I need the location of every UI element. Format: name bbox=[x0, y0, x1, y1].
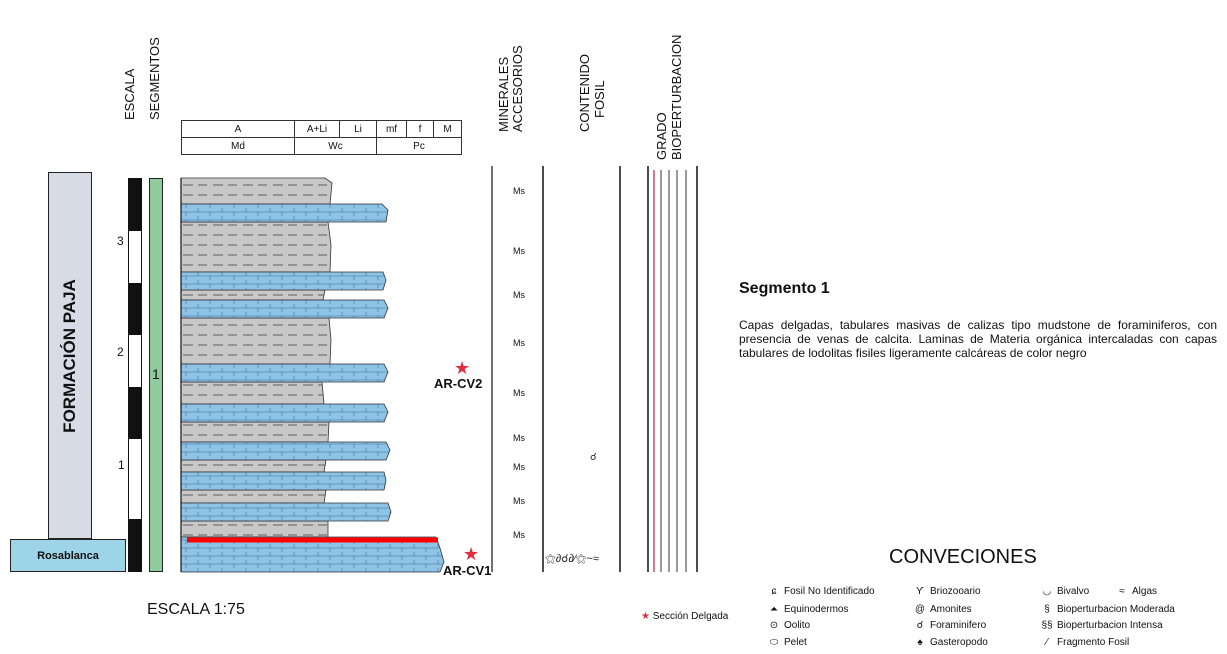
mineral-label: Ms bbox=[513, 186, 525, 196]
legend-title: CONVECIONES bbox=[889, 546, 1037, 568]
base-unit: Rosablanca bbox=[10, 539, 126, 572]
description-title: Segmento 1 bbox=[739, 280, 830, 297]
legend-algas: ≈ Algas bbox=[1114, 586, 1157, 597]
legend-amonites: @ Amonites bbox=[912, 604, 972, 615]
segment-number: 1 bbox=[152, 366, 160, 382]
scale-tick-3: 3 bbox=[117, 234, 124, 248]
sample-star-cv2: ★ bbox=[454, 358, 470, 378]
intense-bioturbation-icon: §§ bbox=[1041, 620, 1053, 631]
scale-text: ESCALA 1:75 bbox=[147, 601, 245, 618]
shale-body bbox=[180, 177, 333, 205]
legend-fragmento-fosil: ⁄ Fragmento Fosil bbox=[1039, 637, 1129, 648]
sample-star-cv1: ★ bbox=[463, 544, 479, 564]
formation-column: FORMACIÓN PAJA bbox=[48, 172, 92, 539]
mineral-label: Ms bbox=[513, 388, 525, 398]
texture-cell-pc: Pc bbox=[376, 137, 462, 155]
mineral-label: Ms bbox=[513, 530, 525, 540]
texture-cell-md: Md bbox=[181, 137, 295, 155]
pellet-icon: ⬭ bbox=[769, 637, 779, 648]
mineral-label: Ms bbox=[513, 496, 525, 506]
mineral-label: Ms bbox=[513, 433, 525, 443]
fossil-fragment-icon: ⁄ bbox=[1046, 637, 1048, 648]
legend-gasteropodo: ♠ Gasteropodo bbox=[912, 637, 987, 648]
legend-pelet: ⬭ Pelet bbox=[766, 637, 807, 648]
mineral-label: Ms bbox=[513, 246, 525, 256]
legend-foraminifero: ☌ Foraminifero bbox=[912, 620, 987, 631]
foraminifer-icon: ☌ bbox=[916, 620, 924, 631]
sample-label-cv1: AR-CV1 bbox=[443, 563, 492, 578]
thin-section-legend: ★ Sección Delgada bbox=[641, 611, 728, 622]
fossil-symbols: ⚝∂☌∂⁄⚝~≈ bbox=[545, 553, 599, 565]
moderate-bioturbation-icon: § bbox=[1044, 604, 1050, 615]
legend-bioperturbacion-moderada: § Bioperturbacion Moderada bbox=[1039, 604, 1175, 615]
bryozoan-icon: Ƴ bbox=[916, 586, 924, 597]
description-body: Capas delgadas, tabulares masivas de cal… bbox=[739, 318, 1217, 360]
gastropod-icon: ♠ bbox=[917, 637, 923, 648]
legend-bioperturbacion-intensa: §§ Bioperturbacion Intensa bbox=[1039, 620, 1162, 631]
legend-briozoario: Ƴ Briozooario bbox=[912, 586, 980, 597]
fossil-unidentified-icon: ɕ bbox=[771, 586, 777, 597]
oolite-icon: ⊙ bbox=[769, 620, 779, 631]
legend-equinodermos: ⏶ Equinodermos bbox=[766, 604, 848, 615]
echinoderm-icon: ⏶ bbox=[770, 604, 778, 615]
mineral-label: Ms bbox=[513, 338, 525, 348]
scale-tick-2: 2 bbox=[117, 345, 124, 359]
algae-icon: ≈ bbox=[1119, 586, 1125, 597]
legend-fosil: ɕ Fosil No Identificado bbox=[766, 586, 875, 597]
thin-section-label: Sección Delgada bbox=[652, 611, 729, 622]
bivalve-icon: ◡ bbox=[1042, 586, 1052, 597]
limestone-bed bbox=[180, 203, 389, 223]
texture-cell-wc: Wc bbox=[294, 137, 377, 155]
foraminifer-symbol: ☌ bbox=[590, 452, 597, 463]
mineral-label: Ms bbox=[513, 290, 525, 300]
ammonite-icon: @ bbox=[914, 604, 926, 615]
legend-bivalvo: ◡ Bivalvo bbox=[1039, 586, 1090, 597]
legend-oolito: ⊙ Oolito bbox=[766, 620, 810, 631]
scale-column bbox=[128, 178, 142, 572]
star-icon: ★ bbox=[641, 611, 650, 622]
sample-label-cv2: AR-CV2 bbox=[434, 376, 483, 391]
scale-tick-1: 1 bbox=[118, 458, 125, 472]
mineral-label: Ms bbox=[513, 462, 525, 472]
segment-column bbox=[149, 178, 163, 572]
